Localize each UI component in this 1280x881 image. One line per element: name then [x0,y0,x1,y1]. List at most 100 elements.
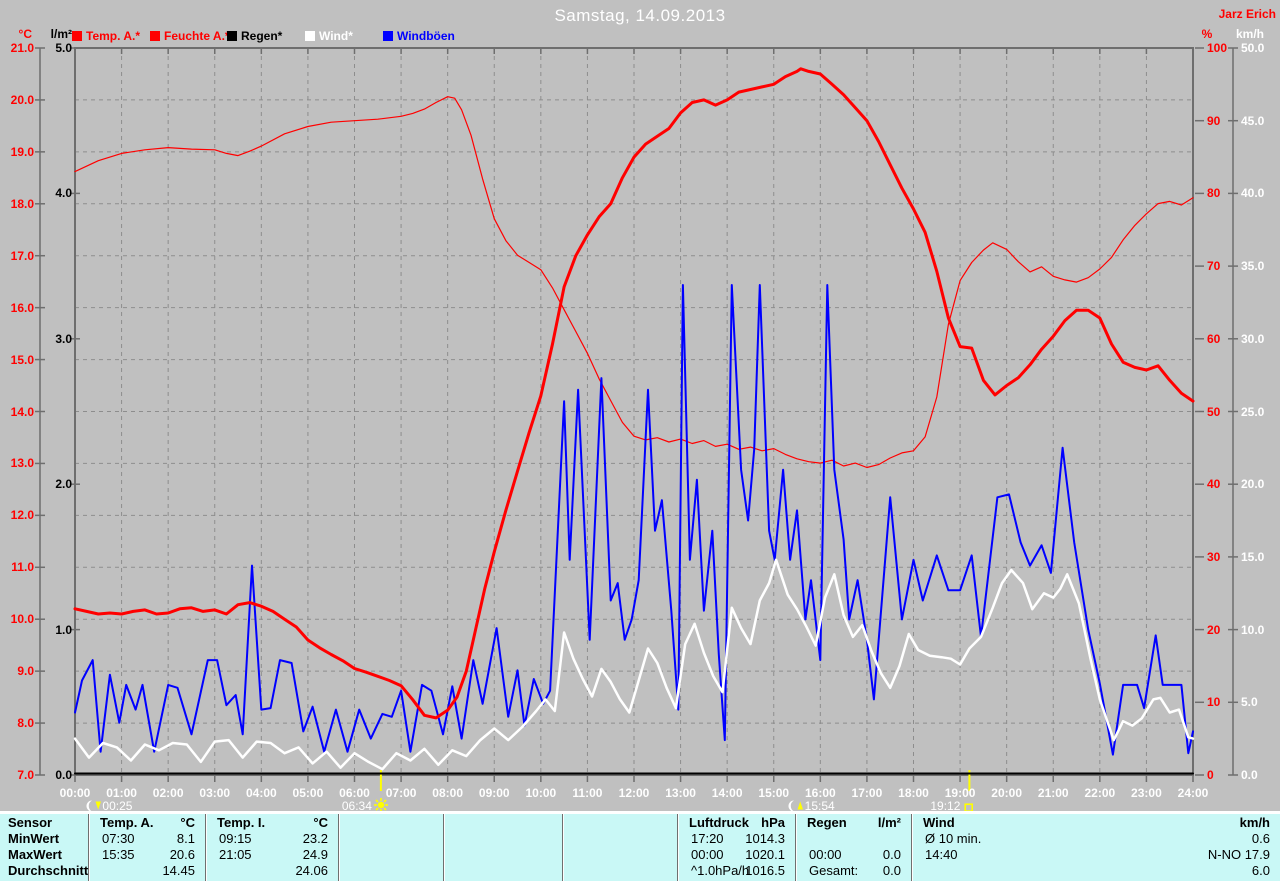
table-cell-time: 21:05 [219,847,252,862]
table-section-unit: km/h [1239,815,1270,830]
wind-axis-tick: 5.0 [1241,695,1258,710]
temp-axis-tick: 18.0 [10,196,34,211]
x-axis-tick: 01:00 [106,786,137,800]
temp-axis-tick: 11.0 [11,560,34,575]
legend-swatch-4 [305,31,315,41]
x-axis-tick: 23:00 [1131,786,1162,800]
table-column-separator [338,814,339,881]
table-section-unit: °C [313,815,328,830]
table-section-unit: °C [180,815,195,830]
table-column-separator-highlight [912,814,913,881]
table-section-unit: l/m² [877,815,901,830]
table-cell-time: 00:00 [691,847,724,862]
table-column-separator [911,814,912,881]
sunrise-icon [373,798,388,817]
wind-axis-tick: 35.0 [1241,259,1265,274]
temp-axis-tick: 10.0 [10,612,34,627]
x-axis-tick: 17:00 [851,786,883,800]
table-cell-time: Gesamt: [809,863,859,878]
table-cell-value: 1014.3 [745,831,785,846]
x-axis-tick: 08:00 [432,786,463,800]
temp-axis-tick: 17.0 [10,248,34,263]
wind-axis-unit: km/h [1236,27,1265,41]
table-cell-time: 15:35 [102,847,135,862]
temp-axis-tick: 12.0 [10,508,34,523]
table-section-header: Temp. A. [100,815,154,830]
humidity-axis-tick: 50 [1207,404,1221,419]
table-column-separator-highlight [563,814,564,881]
table-column-separator-highlight [339,814,340,881]
marker-time-0634: 06:34 [341,799,372,813]
legend-label-3: Regen* [241,29,283,43]
chart-title: Samstag, 14.09.2013 [554,6,726,25]
humidity-axis-tick: 40 [1207,477,1221,492]
table-cell-value: 24.9 [302,847,328,862]
table-cell-value: 6.0 [1251,863,1270,878]
table-section-header: Temp. I. [217,815,266,830]
table-cell-value: 0.0 [882,847,901,862]
table-column-separator-highlight [206,814,207,881]
table-row-label: MinWert [8,831,60,846]
wind-axis-tick: 20.0 [1241,477,1265,492]
table-cell-time: 00:00 [809,847,842,862]
x-axis-tick: 09:00 [478,786,510,800]
wind-axis-tick: 45.0 [1241,113,1265,128]
temp-axis-unit: °C [18,27,32,41]
x-axis-tick: 18:00 [898,786,929,800]
table-column-separator [443,814,444,881]
table-column-separator [205,814,206,881]
temp-axis-tick: 20.0 [10,92,34,107]
x-axis-tick: 04:00 [245,786,277,800]
table-cell-value: 23.2 [302,831,328,846]
legend-swatch-2 [150,31,160,41]
x-axis-tick: 10:00 [525,786,557,800]
x-axis-tick: 02:00 [152,786,184,800]
x-axis-tick: 16:00 [804,786,836,800]
table-column-separator [562,814,563,881]
legend-swatch-3 [227,31,237,41]
rain-axis-tick: 0.0 [55,768,72,782]
series-temp-a-line [73,67,1195,720]
x-axis-tick: 11:00 [572,786,603,800]
legend-label-2: Feuchte A.* [164,29,230,43]
wind-axis-tick: 0.0 [1241,768,1258,782]
wind-axis-tick: 50.0 [1241,41,1265,55]
wind-axis-tick: 15.0 [1241,549,1265,564]
table-cell-value: N-NO 17.9 [1207,847,1270,862]
table-section-header: Regen [807,815,847,830]
humidity-axis-tick: 30 [1207,549,1221,564]
temp-axis-tick: 16.0 [10,300,34,315]
x-axis-tick: 06:00 [339,786,370,800]
temp-axis-tick: 13.0 [10,456,34,471]
moonset-icon [86,799,102,817]
humidity-axis-tick: 60 [1207,331,1221,346]
humidity-axis-tick: 10 [1207,695,1221,710]
table-column-separator [795,814,796,881]
temp-axis-tick: 15.0 [10,352,34,367]
x-axis-tick: 12:00 [618,786,650,800]
rain-axis-tick: 4.0 [55,186,72,201]
chart-plot-area [35,47,1238,791]
rain-axis-tick: 5.0 [55,41,72,55]
x-axis-tick: 21:00 [1037,786,1069,800]
table-column-separator-highlight [89,814,90,881]
humidity-axis-tick: 0 [1207,768,1214,782]
wind-axis-tick: 40.0 [1241,186,1265,201]
rain-axis-tick: 1.0 [55,622,72,637]
table-cell-value: 1016.5 [745,863,785,878]
rain-axis-unit: l/m² [50,27,72,41]
x-axis-tick: 03:00 [199,786,231,800]
wind-axis-tick: 30.0 [1241,331,1265,346]
temp-axis-tick: 9.0 [17,664,34,679]
table-section-header: Wind [923,815,955,830]
x-axis-tick: 07:00 [385,786,417,800]
rain-axis-tick: 3.0 [55,331,72,346]
legend-swatch-1 [72,31,82,41]
series-feuchte-a-line [74,96,1194,469]
temp-axis-tick: 21.0 [10,41,34,55]
humidity-axis-tick: 70 [1207,259,1221,274]
x-axis-tick: 05:00 [292,786,324,800]
table-column-separator-highlight [678,814,679,881]
table-cell-value: 8.1 [176,831,195,846]
table-cell-time: 07:30 [102,831,135,846]
